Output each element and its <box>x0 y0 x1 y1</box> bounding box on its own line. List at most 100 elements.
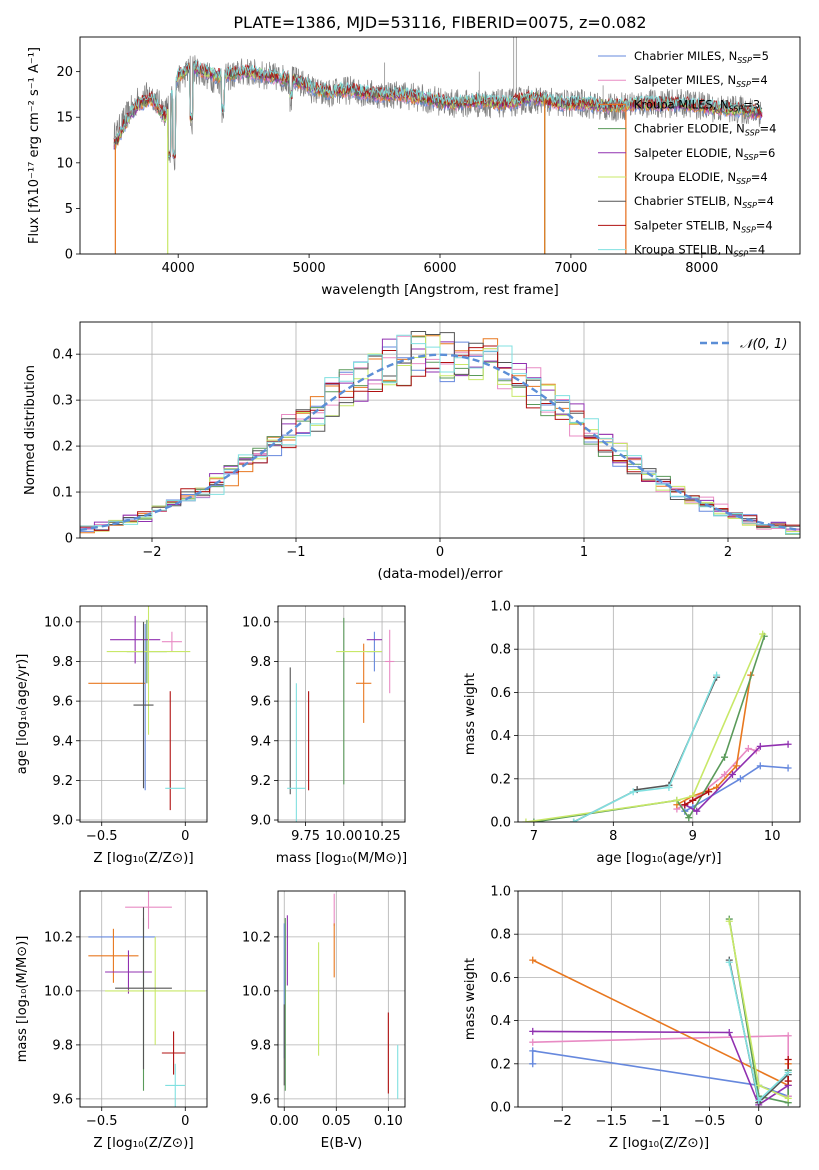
x-tick-label: −2 <box>142 545 161 560</box>
x-tick-label: 7 <box>530 829 538 844</box>
mass-weight-marker-4 <box>529 1027 537 1035</box>
x-tick-label: 6000 <box>423 261 456 276</box>
legend-entry-subscript: SSP <box>742 201 757 210</box>
y-tick-label: 9.8 <box>250 1038 271 1053</box>
legend-entry: Kroupa STELIB, NSSP=4 <box>634 243 765 259</box>
legend-entry-value: =4 <box>760 122 777 136</box>
mass-weight-marker-8 <box>784 1068 792 1076</box>
y-tick-label: 1.0 <box>490 600 511 615</box>
y-tick-label: 9.6 <box>52 1092 73 1107</box>
axes-frame <box>517 890 801 1108</box>
legend-entry-name: Kroupa MILES, N <box>634 97 729 111</box>
legend-entry-value: =5 <box>752 49 769 63</box>
x-tick-label: 5000 <box>293 261 326 276</box>
x-tick-label: 7000 <box>554 261 587 276</box>
y-tick-label: 5 <box>65 202 73 217</box>
panel-z-massweight: −2 −1.5 −1 −0.5 0 0.0 0.2 0.4 0.6 0.8 1.0 Z [log₁₀(… <box>463 885 801 1151</box>
x-tick-label: −2 <box>553 1114 572 1129</box>
mass-weight-marker-4 <box>728 770 736 778</box>
x-tick-label: 9 <box>689 829 697 844</box>
x-tick-label: 0 <box>436 545 444 560</box>
mass-weight-marker-0 <box>784 764 792 772</box>
y-tick-label: 10.0 <box>44 615 73 630</box>
axes-frame <box>79 321 801 539</box>
y-tick-label: 9.2 <box>52 774 73 789</box>
mass-weight-marker-4 <box>784 740 792 748</box>
legend-entry-name: Chabrier MILES, N <box>634 49 737 63</box>
mass-weight-marker-8 <box>725 958 733 966</box>
x-tick-label: 0 <box>181 829 189 844</box>
mass-weight-marker-7 <box>784 1055 792 1063</box>
y-tick-label: 9.6 <box>52 695 73 710</box>
mass-weight-marker-5 <box>784 1094 792 1102</box>
y-tick-label: 9.8 <box>52 1038 73 1053</box>
axes-frame <box>277 605 406 823</box>
legend-entry: Salpeter MILES, NSSP=4 <box>634 73 768 89</box>
axes-frame <box>277 890 406 1108</box>
x-tick-label: −1.5 <box>596 1114 628 1129</box>
legend-entry: Kroupa MILES, NSSP=3 <box>634 97 760 113</box>
panel-z-mass: −0.5 0 9.6 9.8 10.0 10.2 Z [log₁₀(Z/Z⊙)] mass [… <box>15 890 208 1151</box>
mass-weight-line-5 <box>525 633 764 822</box>
y-tick-label: 10 <box>56 156 73 171</box>
legend-entry-subscript: SSP <box>737 56 752 65</box>
figure-title: PLATE=1386, MJD=53116, FIBERID=0075, z=0… <box>233 13 646 32</box>
y-tick-label: 9.8 <box>52 655 73 670</box>
mass-weight-marker-8 <box>570 818 578 822</box>
y-tick-label: 10.0 <box>242 615 271 630</box>
y-tick-label: 0.8 <box>490 928 511 943</box>
y-tick-label: 9.4 <box>52 734 73 749</box>
y-tick-label: 0.6 <box>490 971 511 986</box>
mass-weight-marker-8 <box>713 671 721 679</box>
plot-area-z-age <box>88 606 191 811</box>
legend-entry-name: Salpeter STELIB, N <box>634 218 741 232</box>
y-tick-label: 10.0 <box>44 984 73 999</box>
legend-entry-name: Chabrier ELODIE, N <box>634 122 745 136</box>
normal-distribution-curve <box>80 353 800 532</box>
mass-weight-marker-5 <box>673 796 681 804</box>
x-tick-label: 10 <box>764 829 781 844</box>
y-tick-label: 0.2 <box>490 772 511 787</box>
y-tick-label: 10.2 <box>44 930 73 945</box>
x-tick-label: 10.00 <box>325 829 362 844</box>
mass-weight-marker-2 <box>732 762 740 770</box>
x-axis-label: Z [log₁₀(Z/Z⊙)] <box>93 1135 193 1151</box>
mass-weight-marker-2 <box>529 956 537 964</box>
legend-entry: Chabrier ELODIE, NSSP=4 <box>634 122 776 138</box>
legend-entry-value: =4 <box>757 194 774 208</box>
mass-weight-marker-8 <box>755 1097 763 1105</box>
y-tick-label: 9.2 <box>250 774 271 789</box>
y-tick-label: 9.6 <box>250 695 271 710</box>
legend-entry-subscript: SSP <box>736 80 751 89</box>
legend-entry-subscript: SSP <box>736 177 751 186</box>
x-axis-label: mass [log₁₀(M/M⊙)] <box>276 850 407 866</box>
y-tick-label: 9.0 <box>250 814 271 829</box>
mass-weight-marker-1 <box>529 1038 537 1046</box>
x-tick-label: −0.5 <box>86 829 118 844</box>
mass-weight-marker-0 <box>529 1047 537 1055</box>
plot-area-residuals <box>80 331 800 535</box>
mass-weight-marker-5 <box>522 818 530 822</box>
y-tick-label: 0.8 <box>490 643 511 658</box>
y-tick-label: 0 <box>65 532 73 547</box>
x-tick-label: 0 <box>755 1114 763 1129</box>
x-axis-label: E(B-V) <box>321 1135 363 1151</box>
legend-entry-value: =4 <box>751 73 768 87</box>
mass-weight-marker-4 <box>725 1028 733 1036</box>
y-axis-label: mass [log₁₀(M/M⊙)] <box>15 936 30 1063</box>
mass-weight-marker-1 <box>744 745 752 753</box>
y-axis-label: age [log₁₀(age/yr)] <box>15 654 30 775</box>
y-tick-label: 0.0 <box>490 816 511 831</box>
mass-weight-marker-3 <box>721 753 729 761</box>
y-tick-label: 1.0 <box>490 885 511 900</box>
legend-entry-subscript: SSP <box>744 153 759 162</box>
y-tick-label: 0.3 <box>52 394 73 409</box>
legend-entry: Kroupa ELODIE, NSSP=4 <box>634 170 768 186</box>
legend-entry-subscript: SSP <box>745 129 760 138</box>
model-spectrum-line-8 <box>113 60 763 158</box>
x-axis-label: age [log₁₀(age/yr)] <box>596 850 721 866</box>
y-tick-label: 0.4 <box>490 729 511 744</box>
